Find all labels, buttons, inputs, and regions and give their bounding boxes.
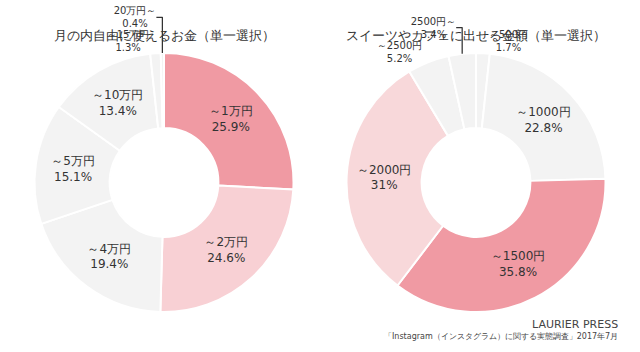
svg-text:LAURIER PRESS: LAURIER PRESS xyxy=(532,318,618,331)
svg-text:月の内自由に使えるお金（単一選択）: 月の内自由に使えるお金（単一選択） xyxy=(54,28,275,43)
svg-text:2500円～3.4%: 2500円～3.4% xyxy=(411,16,456,40)
svg-text:～2500円5.2%: ～2500円5.2% xyxy=(377,40,422,64)
svg-text:～2000円31%: ～2000円31% xyxy=(357,163,412,193)
svg-text:～1万円25.9%: ～1万円25.9% xyxy=(209,104,253,134)
svg-text:～500円1.7%: ～500円1.7% xyxy=(489,29,528,53)
svg-text:～10万円13.4%: ～10万円13.4% xyxy=(92,88,143,118)
svg-text:～1500円35.8%: ～1500円35.8% xyxy=(491,249,546,279)
svg-text:スイーツやカフェに出せる金額（単一選択）: スイーツやカフェに出せる金額（単一選択） xyxy=(346,28,606,43)
svg-text:20万円～0.4%: 20万円～0.4% xyxy=(114,5,157,29)
svg-text:「Instagram（インスタグラム）に関する実態調査」20: 「Instagram（インスタグラム）に関する実態調査」2017年7月 xyxy=(384,332,618,341)
svg-text:～2万円24.6%: ～2万円24.6% xyxy=(204,235,248,265)
svg-text:～15万円1.3%: ～15万円1.3% xyxy=(107,29,150,53)
svg-text:～1000円22.8%: ～1000円22.8% xyxy=(516,105,571,135)
svg-text:～4万円19.4%: ～4万円19.4% xyxy=(87,242,131,272)
svg-text:～5万円15.1%: ～5万円15.1% xyxy=(51,154,95,184)
